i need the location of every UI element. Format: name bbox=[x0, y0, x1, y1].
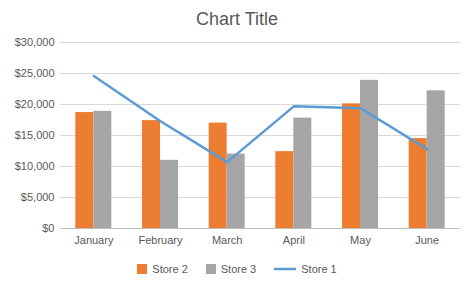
html-text:Chart Title: Chart Title bbox=[196, 9, 278, 29]
html-text:Store 3: Store 3 bbox=[220, 263, 257, 275]
svg-text:March: March bbox=[212, 234, 243, 246]
html-text:Store 2: Store 2 bbox=[152, 263, 188, 275]
svg-text:$0: $0 bbox=[42, 222, 54, 234]
svg-text:May: May bbox=[350, 234, 371, 246]
svg-text:$15,000: $15,000 bbox=[15, 129, 55, 141]
svg-text:April: April bbox=[283, 234, 305, 246]
html-text:Store 1: Store 1 bbox=[301, 263, 337, 275]
svg-text:June: June bbox=[415, 234, 439, 246]
svg-text:$10,000: $10,000 bbox=[15, 160, 55, 172]
svg-text:$25,000: $25,000 bbox=[15, 67, 55, 79]
svg-text:January: January bbox=[74, 234, 114, 246]
svg-text:February: February bbox=[138, 234, 183, 246]
svg-text:$30,000: $30,000 bbox=[15, 36, 55, 48]
svg-text:$5,000: $5,000 bbox=[21, 191, 55, 203]
svg-text:$20,000: $20,000 bbox=[15, 98, 55, 110]
